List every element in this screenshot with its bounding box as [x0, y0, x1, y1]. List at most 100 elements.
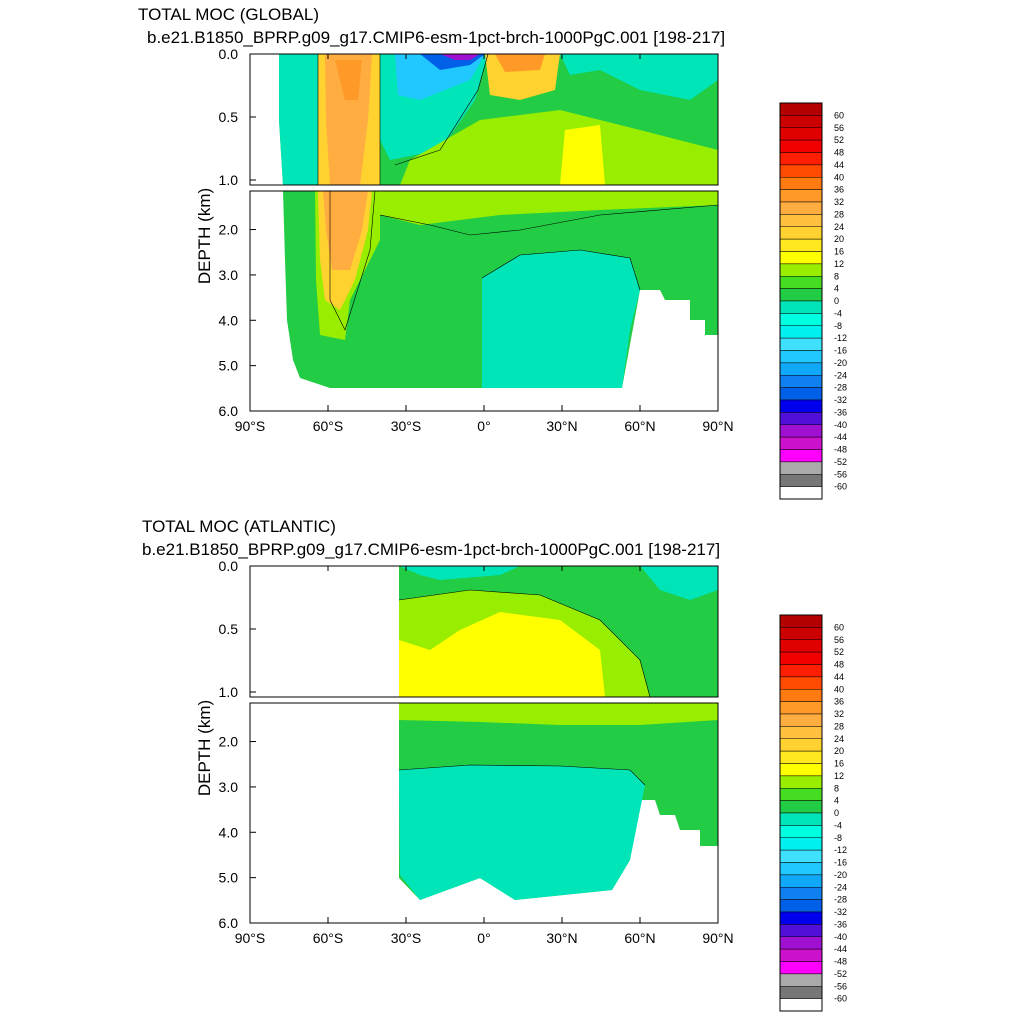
- colorbar-label: 4: [834, 284, 839, 294]
- colorbar-label: -60: [834, 482, 847, 492]
- colorbar-swatch: [779, 788, 823, 801]
- atlantic-chart-title: TOTAL MOC (ATLANTIC): [142, 517, 336, 536]
- colorbar-label: -48: [834, 957, 847, 967]
- global-upper-sh-negative: [279, 54, 318, 185]
- colorbar-swatch: [779, 102, 823, 116]
- colorbar-frame: [779, 614, 823, 1012]
- ytick-label: 0.5: [219, 109, 239, 125]
- colorbar-label: -32: [834, 395, 847, 405]
- colorbar-swatch: [779, 676, 823, 690]
- colorbar-label: 4: [834, 796, 839, 806]
- colorbar-swatch: [779, 738, 823, 752]
- ytick-label: 5.0: [219, 358, 239, 374]
- colorbar-swatch: [779, 763, 823, 777]
- colorbar-label: 12: [834, 771, 844, 781]
- colorbar-swatch: [779, 862, 823, 876]
- colorbar-label: -52: [834, 457, 847, 467]
- colorbar-label: 36: [834, 185, 844, 195]
- xtick-label: 60°S: [313, 418, 344, 434]
- xtick-label: 30°S: [391, 930, 422, 946]
- colorbar-swatch: [779, 226, 823, 240]
- colorbar-label: 20: [834, 746, 844, 756]
- colorbar-swatch: [779, 214, 823, 227]
- colorbar-label: 0: [834, 296, 839, 306]
- global-lower-deep-neg: [482, 250, 640, 388]
- colorbar-swatch: [779, 350, 823, 364]
- colorbar-swatch: [779, 201, 823, 215]
- atlantic-ticks: 90°S 60°S 30°S 0° 30°N 60°N 90°N 0.0 0.5 1.0 2.0 3.…: [219, 558, 734, 946]
- xtick-label: 60°N: [624, 930, 655, 946]
- colorbar-label: -24: [834, 882, 847, 892]
- colorbar-swatch: [779, 375, 823, 388]
- colorbar-swatch: [779, 986, 823, 999]
- ytick-label: 5.0: [219, 870, 239, 886]
- colorbar-label: -24: [834, 370, 847, 380]
- colorbar-swatch: [779, 127, 823, 141]
- colorbar-label: 8: [834, 783, 839, 793]
- global-ticks: 90°S 60°S 30°S 0° 30°N 60°N 90°N 0.0 0.5 1.0 2.0 3.…: [219, 46, 734, 434]
- colorbar-swatch: [779, 412, 823, 425]
- atlantic-colorbar: 60565248444036322824201612840-4-8-12-16-…: [779, 614, 847, 1012]
- colorbar-label: 32: [834, 197, 844, 207]
- colorbar-label: 24: [834, 222, 844, 232]
- colorbar-label: -32: [834, 907, 847, 917]
- colorbar-label: 40: [834, 172, 844, 182]
- colorbar-label: -20: [834, 358, 847, 368]
- colorbar-label: 40: [834, 684, 844, 694]
- global-upper-nh-core: [560, 125, 605, 185]
- colorbar-label: -16: [834, 346, 847, 356]
- colorbar-swatch: [779, 189, 823, 203]
- ytick-label: 3.0: [219, 267, 239, 283]
- global-lower-contour-1: [379, 204, 719, 236]
- colorbar-swatch: [779, 924, 823, 937]
- atlantic-upper-neg: [399, 566, 520, 580]
- colorbar-label: 0: [834, 808, 839, 818]
- ytick-label: 6.0: [219, 915, 239, 931]
- global-lower-nh-upper: [380, 191, 718, 225]
- colorbar-swatch: [779, 874, 823, 888]
- xtick-label: 0°: [477, 418, 490, 434]
- ytick-label: 3.0: [219, 779, 239, 795]
- ytick-label: 0.0: [219, 558, 239, 574]
- colorbar-swatch: [779, 288, 823, 302]
- global-upper-nh-cell: [400, 110, 718, 185]
- colorbar-swatch: [779, 399, 823, 413]
- colorbar-swatch: [779, 998, 823, 1012]
- colorbar-swatch: [779, 325, 823, 339]
- colorbar-swatch: [779, 849, 823, 863]
- xtick-label: 90°S: [235, 930, 266, 946]
- colorbar-label: 32: [834, 709, 844, 719]
- atlantic-upper-cell-core: [399, 612, 605, 697]
- colorbar-label: 56: [834, 635, 844, 645]
- colorbar-label: 44: [834, 672, 844, 682]
- colorbar-label: -40: [834, 420, 847, 430]
- colorbar-label: -48: [834, 445, 847, 455]
- colorbar-label: -4: [834, 820, 842, 830]
- colorbar-label: 28: [834, 209, 844, 219]
- colorbar-label: 44: [834, 160, 844, 170]
- colorbar-label: 16: [834, 247, 844, 257]
- colorbar-swatch: [779, 177, 823, 190]
- colorbar-swatch: [779, 263, 823, 277]
- global-ylabel: DEPTH (km): [195, 188, 214, 284]
- colorbar-label: -36: [834, 919, 847, 929]
- ytick-label: 6.0: [219, 403, 239, 419]
- colorbar-label: 48: [834, 148, 844, 158]
- xtick-label: 30°N: [546, 930, 577, 946]
- colorbar-label: -36: [834, 407, 847, 417]
- atlantic-upper-nh-neg: [640, 566, 718, 600]
- colorbar-label: 60: [834, 110, 844, 120]
- colorbar-label: -12: [834, 845, 847, 855]
- colorbar-label: 60: [834, 622, 844, 632]
- colorbar-swatch: [779, 887, 823, 900]
- global-upper-nh-neg: [560, 54, 718, 100]
- colorbar-swatch: [779, 313, 823, 326]
- ytick-label: 0.0: [219, 46, 239, 62]
- colorbar-swatch: [779, 701, 823, 715]
- global-upper-contour-3: [394, 53, 489, 166]
- colorbar-swatch: [779, 899, 823, 913]
- colorbar-swatch: [779, 664, 823, 678]
- colorbar-swatch: [779, 936, 823, 950]
- colorbar-label: -40: [834, 932, 847, 942]
- colorbar-swatch: [779, 948, 823, 962]
